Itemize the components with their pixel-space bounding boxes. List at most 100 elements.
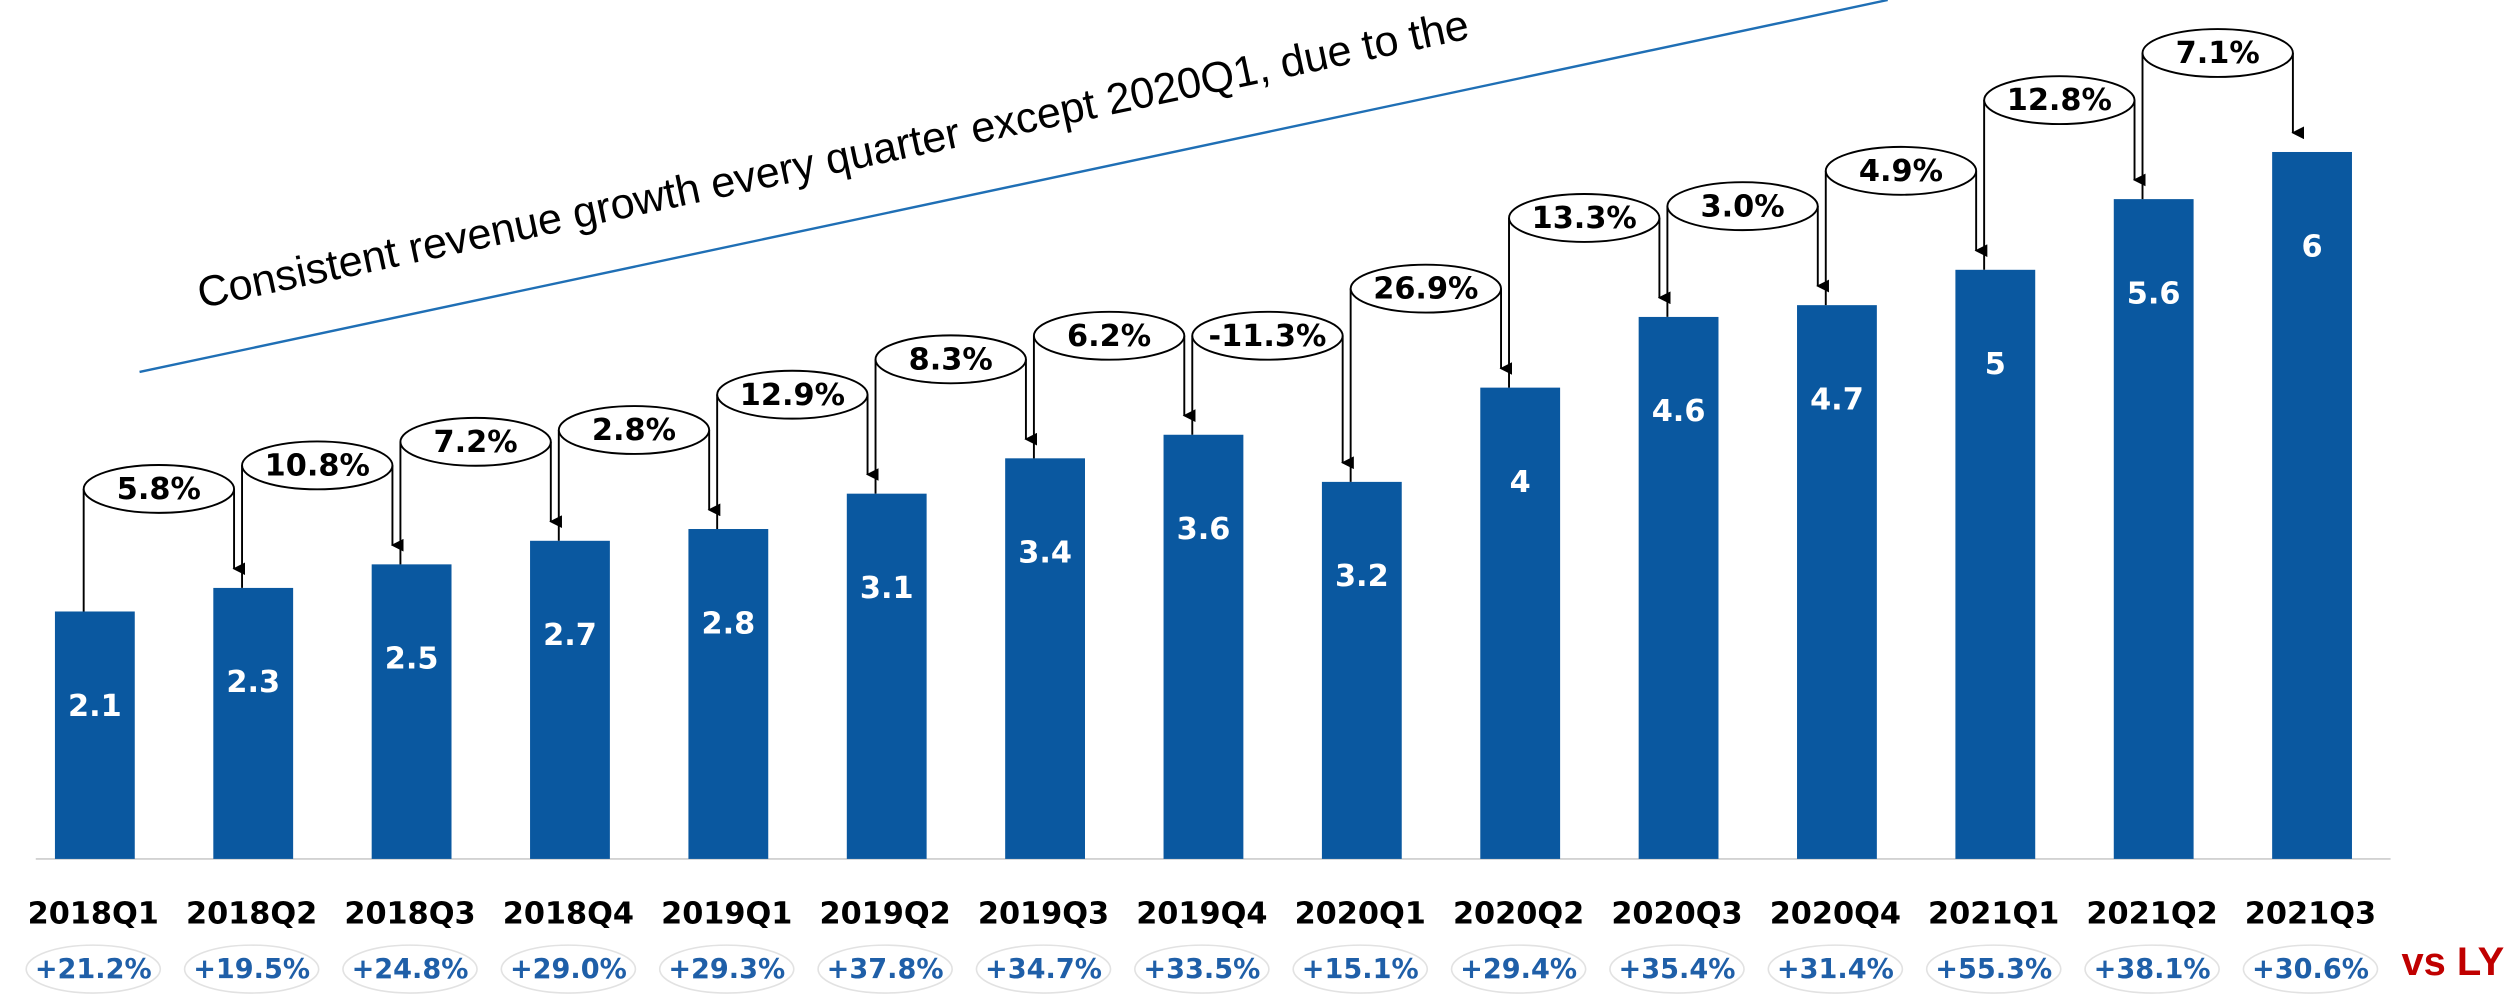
bar <box>2272 151 2352 859</box>
yoy-bubble <box>1925 944 2062 994</box>
yoy-bubble <box>658 944 795 994</box>
bar-value-label: 5.6 <box>2127 276 2181 311</box>
x-tick-label: 2021Q2 <box>2086 896 2217 931</box>
bar <box>1955 269 2036 859</box>
yoy-label: +34.7% <box>985 954 1102 985</box>
yoy-bubble <box>1450 944 1587 994</box>
yoy-label: +30.6% <box>2252 954 2369 985</box>
yoy-bubble <box>183 944 320 994</box>
yoy-bubble <box>817 944 953 994</box>
bar-value-label: 3.1 <box>860 571 914 606</box>
bar <box>54 611 135 859</box>
qoq-bubble <box>2141 28 2294 78</box>
yoy-bubble <box>975 944 1112 994</box>
qoq-label: 26.9% <box>1373 272 1478 307</box>
yoy-label: +38.1% <box>2094 954 2211 985</box>
yoy-bubble <box>500 944 637 994</box>
x-tick-label: 2018Q3 <box>344 896 475 931</box>
qoq-label: 13.3% <box>1532 201 1637 236</box>
bar-value-label: 2.1 <box>68 689 122 724</box>
yoy-bubble <box>1767 944 1904 994</box>
x-tick-label: 2019Q3 <box>978 896 1109 931</box>
x-tick-label: 2020Q3 <box>1611 896 1742 931</box>
yoy-label: +31.4% <box>1777 954 1894 985</box>
qoq-bubble <box>1191 310 1344 361</box>
qoq-bubble <box>1032 310 1186 361</box>
qoq-bubble <box>1824 145 1978 196</box>
yoy-label: +19.5% <box>193 954 310 985</box>
bar-value-label: 3.6 <box>1177 512 1231 547</box>
yoy-label: +35.4% <box>1619 954 1736 985</box>
qoq-bubble <box>1508 193 1661 243</box>
bar <box>1321 481 1402 859</box>
bar-value-label: 4.6 <box>1652 394 1706 429</box>
bar-value-label: 2.7 <box>543 618 597 653</box>
yoy-label: +24.8% <box>352 954 469 985</box>
x-tick-label: 2020Q1 <box>1295 896 1426 931</box>
yoy-label: +37.8% <box>827 954 944 985</box>
yoy-bubble <box>2084 944 2220 994</box>
qoq-bubble <box>874 334 1027 385</box>
qoq-label: 12.8% <box>2007 83 2112 118</box>
bar <box>1797 305 1877 859</box>
qoq-label: 8.3% <box>909 342 993 377</box>
bar-value-label: 2.3 <box>226 665 280 700</box>
bar <box>530 540 610 859</box>
x-tick-label: 2020Q4 <box>1770 896 1901 931</box>
x-tick-label: 2020Q2 <box>1453 896 1584 931</box>
x-tick-label: 2019Q4 <box>1136 896 1267 931</box>
bar-value-label: 5 <box>1985 347 2006 382</box>
x-tick-label: 2018Q1 <box>28 896 159 931</box>
bar <box>688 529 769 859</box>
qoq-bubble <box>1349 263 1502 314</box>
bar <box>1163 434 1244 859</box>
bar-value-label: 3.4 <box>1018 536 1072 571</box>
qoq-label: 3.0% <box>1701 189 1785 224</box>
qoq-label: 6.2% <box>1067 319 1151 354</box>
trend-line <box>139 0 1888 374</box>
bar-value-label: 6 <box>2302 229 2323 264</box>
yoy-bubble <box>342 944 478 994</box>
yoy-caption: vs LY <box>2401 940 2504 984</box>
bar <box>371 564 452 859</box>
x-tick-label: 2019Q1 <box>661 896 792 931</box>
x-tick-label: 2019Q2 <box>819 896 950 931</box>
yoy-bubble <box>2242 944 2379 994</box>
bar-value-label: 3.2 <box>1335 559 1389 594</box>
yoy-label: +15.1% <box>1302 954 1419 985</box>
bar-value-label: 4 <box>1510 465 1531 500</box>
bar <box>846 493 927 859</box>
x-tick-label: 2021Q3 <box>2245 896 2376 931</box>
bar <box>1638 316 1719 859</box>
bar-value-label: 2.8 <box>701 606 755 641</box>
qoq-bubble <box>1666 181 1819 232</box>
bar <box>1005 458 1085 859</box>
yoy-bubble <box>25 944 162 994</box>
yoy-label: +29.0% <box>510 954 627 985</box>
x-tick-label: 2018Q4 <box>503 896 634 931</box>
yoy-bubble <box>1134 944 1270 994</box>
yoy-bubble <box>1609 944 1745 994</box>
annotation: Consistent revenue growth every quarter … <box>193 1 1473 318</box>
yoy-label: +29.4% <box>1460 954 1577 985</box>
yoy-label: +29.3% <box>668 954 785 985</box>
bar <box>213 587 294 859</box>
bar-value-label: 2.5 <box>385 642 439 677</box>
yoy-label: +21.2% <box>35 954 152 985</box>
x-tick-label: 2018Q2 <box>186 896 317 931</box>
qoq-bubble <box>82 464 236 514</box>
bar-value-label: 4.7 <box>1810 382 1864 417</box>
qoq-label: 2.8% <box>592 413 676 448</box>
qoq-label: 7.1% <box>2176 36 2260 71</box>
bar <box>1480 387 1561 859</box>
bar <box>2113 199 2194 859</box>
yoy-label: +33.5% <box>1143 954 1260 985</box>
qoq-label: 12.9% <box>740 378 845 413</box>
qoq-bubble <box>716 369 869 420</box>
qoq-label: 10.8% <box>265 448 370 483</box>
x-tick-label: 2021Q1 <box>1928 896 2059 931</box>
qoq-label: 4.9% <box>1859 154 1943 189</box>
yoy-label: +55.3% <box>1935 954 2052 985</box>
